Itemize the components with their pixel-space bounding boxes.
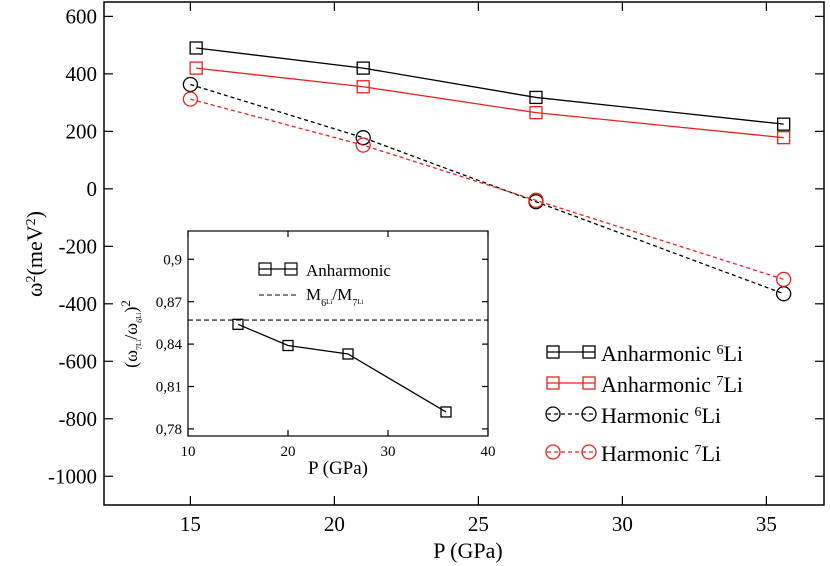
legend-entry-anh-6li: Anharmonic 6Li xyxy=(546,341,743,366)
main-frame xyxy=(103,1,825,506)
main-series xyxy=(182,41,792,302)
main-plot: 15 20 25 30 35 600 400 200 0 -200 -400 -600 -800 -10… xyxy=(22,1,825,563)
x-tick-label: 40 xyxy=(481,444,496,460)
legend-entry-anh-7li: Anharmonic 7Li xyxy=(546,372,743,397)
data-point xyxy=(356,61,370,75)
series-line xyxy=(196,47,784,125)
y-tick-label: -200 xyxy=(59,234,98,258)
data-point xyxy=(777,117,791,131)
y-tick-label: 0 xyxy=(87,177,98,201)
legend-entry-harm-6li: Harmonic 6Li xyxy=(545,403,721,428)
inset-frame xyxy=(187,230,489,437)
data-point xyxy=(777,131,791,145)
main-y-axis-label: ω2(meV2) xyxy=(22,211,47,297)
y-tick-label: 400 xyxy=(66,62,98,86)
inset-y-axis-label: (ω7Li/ω6Li)2 xyxy=(118,300,144,368)
y-tick-label: -1000 xyxy=(48,464,97,488)
series-line xyxy=(190,98,784,280)
legend-label: Anharmonic 7Li xyxy=(601,372,743,397)
inset-x-axis-label: P (GPa) xyxy=(308,458,368,479)
series-line xyxy=(196,67,784,139)
inset-x-ticks: 10 20 30 40 xyxy=(181,231,496,460)
data-point xyxy=(232,318,244,330)
inset-legend-label: M6Li/M7Li xyxy=(306,285,363,309)
legend-label: Anharmonic 6Li xyxy=(601,341,743,366)
y-tick-label: 0,84 xyxy=(156,337,183,353)
data-point xyxy=(282,339,294,352)
main-y-ticks: 600 400 200 0 -200 -400 -600 -800 -1000 xyxy=(48,5,824,488)
main-legend: Anharmonic 6Li Anharmonic 7Li Harmonic 6… xyxy=(545,341,743,466)
y-tick-label: 600 xyxy=(66,5,98,29)
x-tick-label: 30 xyxy=(612,512,633,536)
y-tick-label: 0,87 xyxy=(156,295,183,311)
main-x-ticks: 15 20 25 30 35 xyxy=(180,2,777,536)
data-point xyxy=(529,106,543,120)
y-label-close: ) xyxy=(22,211,47,218)
x-tick-label: 15 xyxy=(180,512,201,536)
inset-plot: 10 20 30 40 0,9 0,87 0,84 0,81 0,78 P (GPa) (ω7… xyxy=(118,230,496,479)
legend-entry-harm-7li: Harmonic 7Li xyxy=(545,441,721,466)
data-point xyxy=(189,41,203,55)
inset-y-ticks: 0,9 0,87 0,84 0,81 0,78 xyxy=(156,252,488,438)
inset-legend: Anharmonic M6Li/M7Li xyxy=(258,261,391,309)
data-point xyxy=(528,192,544,208)
y-tick-label: 0,9 xyxy=(163,252,182,268)
y-tick-label: -600 xyxy=(59,349,98,373)
main-x-axis-label: P (GPa) xyxy=(433,538,502,563)
x-tick-label: 35 xyxy=(756,512,777,536)
data-point xyxy=(776,286,792,302)
inset-series xyxy=(232,318,452,418)
series-line xyxy=(237,323,447,413)
legend-label: Harmonic 7Li xyxy=(601,441,721,466)
x-tick-label: 20 xyxy=(324,512,345,536)
y-tick-label: 0,78 xyxy=(156,422,182,438)
x-tick-label: 30 xyxy=(381,444,396,460)
legend-label: Harmonic 6Li xyxy=(601,403,721,428)
x-tick-label: 10 xyxy=(181,444,196,460)
data-point xyxy=(440,406,452,418)
data-point xyxy=(182,91,199,107)
data-point xyxy=(529,90,543,105)
y-tick-label: -800 xyxy=(59,407,98,431)
y-label-omega: ω xyxy=(22,282,47,296)
y-label-unit: (meV xyxy=(22,225,47,275)
y-tick-label: 200 xyxy=(66,119,98,143)
y-label-sup: 2 xyxy=(24,275,39,282)
inset-legend-entry-mass-ratio: M6Li/M7Li xyxy=(259,285,363,309)
data-point xyxy=(776,271,792,288)
series-line xyxy=(190,83,784,295)
inset-legend-entry-anharmonic: Anharmonic xyxy=(258,261,391,280)
y-tick-label: -400 xyxy=(59,292,98,316)
y-label-unit-sup: 2 xyxy=(24,218,39,225)
data-point xyxy=(182,76,199,93)
x-tick-label: 25 xyxy=(468,512,489,536)
y-tick-label: 0,81 xyxy=(156,380,182,396)
inset-background xyxy=(188,231,488,436)
data-point xyxy=(355,137,371,153)
data-point xyxy=(189,61,203,75)
inset-legend-label: Anharmonic xyxy=(306,261,391,280)
x-tick-label: 20 xyxy=(281,444,296,460)
data-point xyxy=(356,80,370,94)
data-point xyxy=(342,348,354,360)
